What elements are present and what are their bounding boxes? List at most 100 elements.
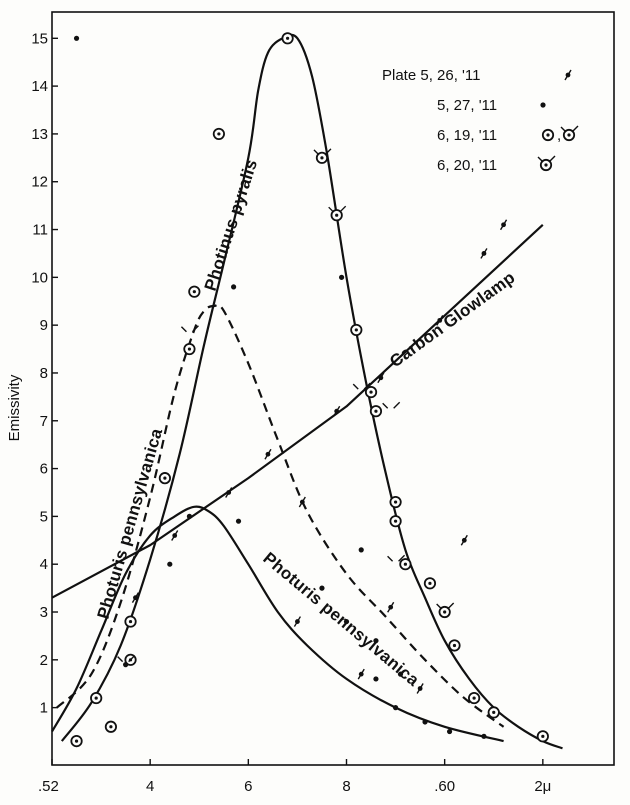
data-point-dot bbox=[235, 518, 242, 524]
data-point-tick-right bbox=[363, 382, 371, 390]
data-point-tick-right bbox=[339, 205, 347, 213]
y-tick-label: 6 bbox=[40, 461, 48, 478]
y-tick-label: 11 bbox=[32, 222, 48, 239]
curve-label-photinus-pyralis: Photinus pyralis bbox=[201, 157, 261, 293]
series-photuris-solid bbox=[51, 505, 504, 743]
legend-entry-plate-5-26: Plate 5, 26, '11 bbox=[382, 67, 481, 84]
data-point-circle-center bbox=[94, 696, 98, 700]
data-point-dot bbox=[231, 284, 237, 290]
data-point-tick-left bbox=[117, 656, 124, 663]
data-point-tick-right bbox=[447, 602, 455, 610]
y-tick-label: 12 bbox=[31, 174, 48, 191]
data-point-dot bbox=[481, 733, 487, 739]
data-point-dot bbox=[392, 705, 399, 711]
legend-entry-6-19: 6, 19, '11 bbox=[437, 127, 497, 144]
series-photinus-pyralis bbox=[60, 33, 563, 750]
y-tick-label: 5 bbox=[40, 508, 48, 525]
legend-separator: , bbox=[557, 127, 561, 144]
legend: Plate 5, 26, '11 5, 27, '11 6, 19, '11 6… bbox=[382, 67, 579, 174]
data-point-tick bbox=[460, 534, 468, 546]
data-point-circle-center bbox=[393, 519, 398, 523]
observation-points-group bbox=[70, 32, 549, 748]
data-point-tick-left bbox=[537, 156, 544, 163]
data-point-tick-right bbox=[191, 325, 199, 333]
data-point-circle-center bbox=[544, 163, 548, 167]
data-point-circle-center bbox=[492, 710, 496, 715]
data-point-circle-center bbox=[74, 739, 79, 743]
data-point-tick-left bbox=[382, 402, 389, 409]
data-point-tick bbox=[387, 601, 395, 613]
data-point-tick bbox=[416, 683, 424, 694]
data-point-circle-center bbox=[403, 562, 407, 566]
data-point-dot bbox=[397, 671, 404, 677]
y-tick-label: 1 bbox=[40, 700, 48, 717]
data-point-tick-left bbox=[387, 555, 394, 562]
data-point-dot bbox=[422, 719, 428, 725]
y-axis-label: Emissivity bbox=[6, 374, 23, 441]
curve-label-carbon-glowlamp: Carbon Glowlamp bbox=[386, 268, 518, 372]
data-point-dot bbox=[186, 513, 193, 519]
data-point-tick bbox=[225, 487, 233, 498]
data-point-tick-right bbox=[128, 655, 136, 663]
data-point-circle-center bbox=[187, 347, 192, 351]
data-point-dot bbox=[540, 102, 546, 108]
data-point-circle-center bbox=[452, 643, 457, 648]
data-point-tick bbox=[333, 405, 341, 417]
y-tick-label: 3 bbox=[40, 604, 48, 621]
data-point-tick bbox=[298, 496, 306, 508]
y-tick-label: 15 bbox=[31, 30, 48, 47]
data-point-dot bbox=[167, 561, 173, 567]
x-tick-label: 4 bbox=[146, 778, 154, 795]
data-point-dot bbox=[343, 618, 350, 625]
data-point-tick-right bbox=[324, 148, 332, 156]
data-point-tick bbox=[564, 69, 572, 81]
data-point-tick-right bbox=[393, 401, 401, 409]
data-point-circle-center bbox=[128, 619, 133, 624]
data-point-circle-center bbox=[217, 132, 221, 136]
data-point-tick-left bbox=[328, 206, 335, 213]
data-point-tick-left bbox=[352, 383, 359, 390]
series-carbon-glowlamp bbox=[51, 223, 544, 599]
data-point-dot bbox=[73, 35, 80, 41]
data-point-tick-left bbox=[560, 126, 567, 133]
data-point-dot bbox=[338, 274, 345, 280]
data-point-dot bbox=[373, 676, 379, 682]
x-tick-label: 8 bbox=[342, 778, 350, 795]
data-point-circle-center bbox=[192, 290, 196, 294]
data-point-tick bbox=[264, 448, 272, 460]
x-tick-label: 6 bbox=[244, 778, 252, 795]
y-tick-label: 10 bbox=[31, 269, 48, 286]
x-tick-label: .60 bbox=[434, 778, 455, 795]
data-point-dot bbox=[373, 638, 379, 644]
y-tick-label: 14 bbox=[31, 78, 48, 95]
plot-frame bbox=[51, 11, 615, 766]
y-tick-label: 7 bbox=[40, 413, 48, 430]
data-point-dot bbox=[358, 547, 364, 553]
y-tick-label: 9 bbox=[40, 317, 48, 334]
x-tick-label: 2μ bbox=[534, 778, 551, 795]
data-point-circle-center bbox=[163, 476, 167, 480]
y-tick-label: 2 bbox=[40, 652, 48, 669]
data-point-tick bbox=[131, 592, 140, 604]
data-point-circle-center bbox=[374, 409, 378, 413]
data-point-tick-left bbox=[180, 326, 187, 333]
data-point-tick-right bbox=[548, 155, 556, 163]
data-point-circle-center bbox=[567, 133, 571, 137]
data-point-circle-center bbox=[354, 328, 358, 332]
data-point-dot bbox=[446, 728, 453, 735]
data-point-tick bbox=[293, 616, 302, 627]
data-point-tick-right bbox=[571, 125, 579, 133]
data-point-tick bbox=[377, 372, 385, 384]
y-tick-label: 4 bbox=[40, 556, 48, 573]
data-point-circle-center bbox=[546, 133, 550, 137]
series-group bbox=[51, 33, 563, 750]
data-point-tick bbox=[171, 530, 179, 541]
legend-entry-6-20: 6, 20, '11 bbox=[437, 157, 497, 174]
data-point-circle-center bbox=[393, 500, 398, 504]
x-tick-label: .52 bbox=[38, 778, 59, 795]
data-point-tick bbox=[436, 315, 444, 326]
data-point-circle-center bbox=[369, 390, 373, 394]
data-point-circle-center bbox=[443, 610, 447, 614]
